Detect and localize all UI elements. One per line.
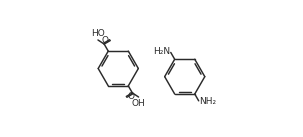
Text: NH₂: NH₂ bbox=[199, 97, 216, 106]
Text: O: O bbox=[128, 92, 135, 101]
Text: H₂N: H₂N bbox=[153, 47, 170, 56]
Text: O: O bbox=[102, 36, 109, 45]
Text: HO: HO bbox=[91, 29, 105, 38]
Text: OH: OH bbox=[132, 99, 145, 108]
